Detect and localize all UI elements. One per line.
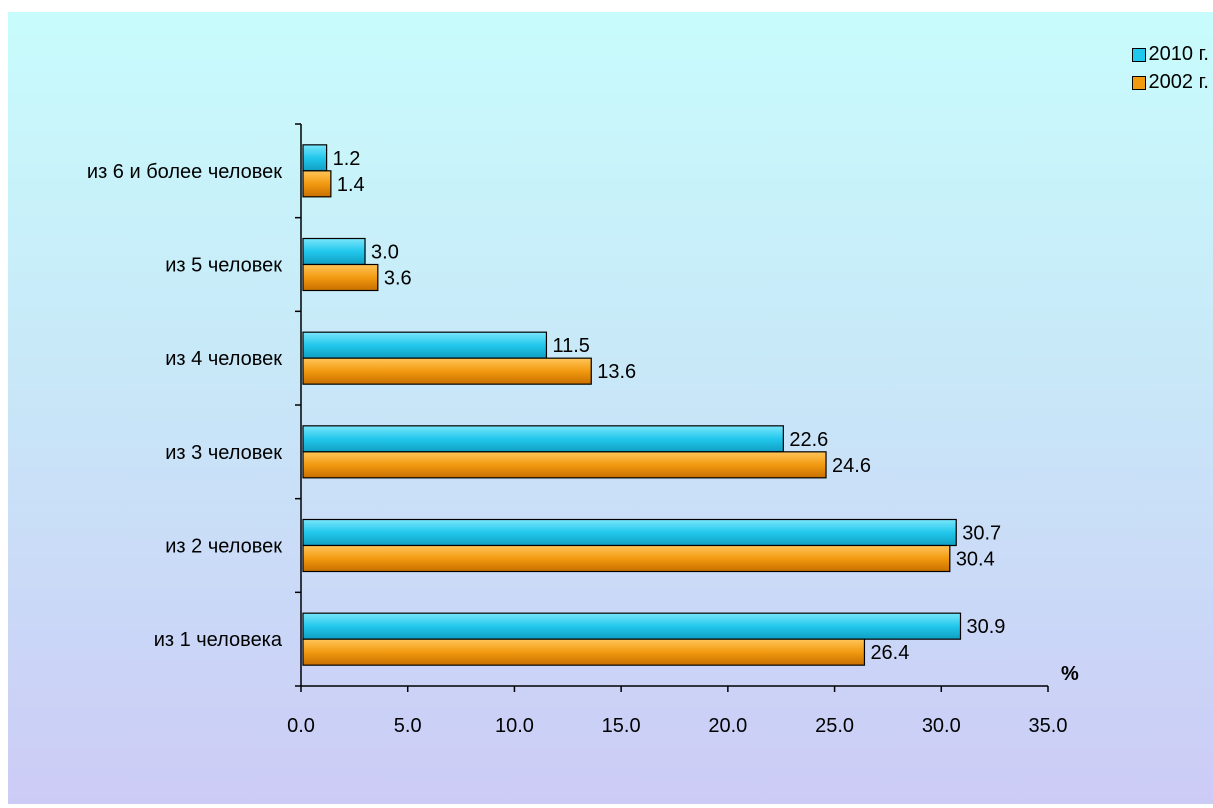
data-label: 1.4 bbox=[337, 174, 365, 196]
chart-background: 2010 г. 2002 г. bbox=[8, 12, 1213, 804]
bar-2002 bbox=[302, 357, 592, 385]
x-tick-label: 20.0 bbox=[708, 715, 747, 737]
x-tick-label: 15.0 bbox=[602, 715, 641, 737]
data-label: 13.6 bbox=[597, 361, 636, 383]
legend-swatch-2010 bbox=[1131, 47, 1146, 62]
category-label: из 5 человек bbox=[165, 255, 282, 277]
data-label: 11.5 bbox=[552, 335, 589, 357]
data-label: 30.9 bbox=[966, 616, 1005, 638]
data-label: 30.4 bbox=[956, 549, 995, 571]
x-tick-label: 30.0 bbox=[922, 715, 961, 737]
data-label: 24.6 bbox=[832, 455, 871, 477]
category-label: из 3 человек bbox=[165, 442, 282, 464]
bar-2010 bbox=[302, 518, 957, 547]
bar-2002 bbox=[302, 263, 379, 292]
category-label: из 2 человек bbox=[165, 536, 282, 558]
bar-2010 bbox=[302, 612, 962, 640]
x-axis-unit: % bbox=[1061, 663, 1079, 685]
legend-label-2002: 2002 г. bbox=[1148, 71, 1209, 93]
bar-2010 bbox=[302, 144, 328, 172]
category-label: из 1 человека bbox=[154, 629, 283, 651]
x-tick-label: 25.0 bbox=[815, 715, 854, 737]
bar-2002 bbox=[302, 451, 827, 479]
category-label: из 4 человек bbox=[165, 348, 282, 370]
data-label: 3.6 bbox=[384, 268, 412, 290]
legend-item-2010: 2010 г. bbox=[1131, 42, 1209, 67]
x-tick-label: 35.0 bbox=[1029, 715, 1068, 737]
legend: 2010 г. 2002 г. bbox=[1131, 42, 1209, 98]
data-label: 30.7 bbox=[962, 523, 1001, 545]
bar-2010 bbox=[302, 425, 784, 453]
x-tick-label: 0.0 bbox=[287, 715, 315, 737]
bar-2002 bbox=[302, 544, 951, 573]
bar-2010 bbox=[302, 331, 548, 359]
category-label: из 6 и более человек bbox=[87, 161, 282, 183]
data-label: 3.0 bbox=[371, 242, 399, 264]
data-label: 26.4 bbox=[870, 642, 909, 664]
legend-item-2002: 2002 г. bbox=[1131, 70, 1209, 95]
bar-2010 bbox=[302, 237, 366, 266]
x-tick-label: 5.0 bbox=[394, 715, 422, 737]
x-tick-label: 10.0 bbox=[495, 715, 534, 737]
legend-label-2010: 2010 г. bbox=[1148, 43, 1209, 65]
bar-2002 bbox=[302, 638, 866, 666]
bar-2002 bbox=[302, 170, 332, 198]
legend-swatch-2002 bbox=[1131, 75, 1146, 90]
data-label: 22.6 bbox=[789, 429, 828, 451]
data-label: 1.2 bbox=[333, 148, 361, 170]
